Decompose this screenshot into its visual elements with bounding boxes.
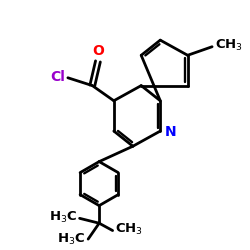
Text: Cl: Cl (50, 70, 65, 84)
Text: O: O (92, 44, 104, 58)
Text: N: N (165, 125, 176, 139)
Text: H$_3$C: H$_3$C (58, 232, 86, 247)
Text: CH$_3$: CH$_3$ (214, 38, 242, 53)
Text: H$_3$C: H$_3$C (49, 210, 77, 225)
Text: CH$_3$: CH$_3$ (115, 222, 143, 237)
